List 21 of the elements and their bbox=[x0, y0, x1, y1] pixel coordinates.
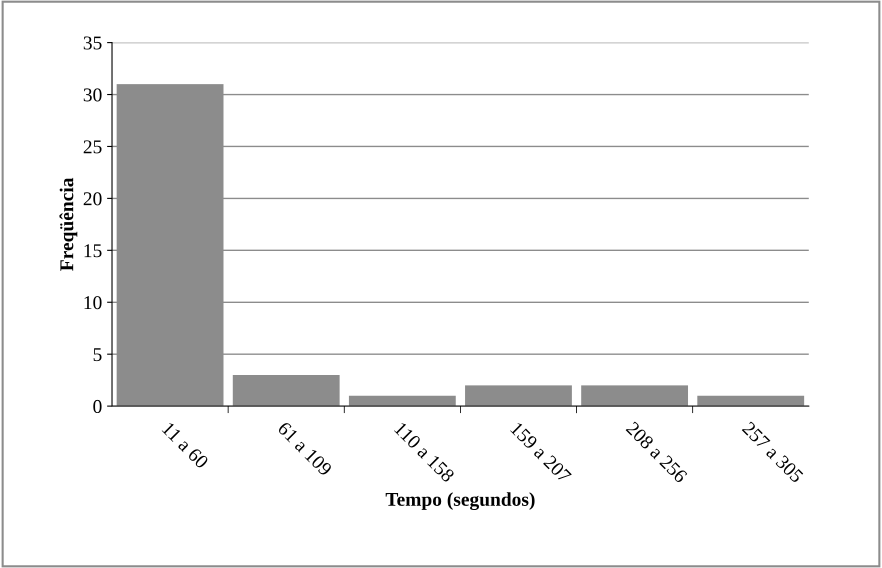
y-tick-label: 5 bbox=[94, 348, 102, 362]
x-tick-label: 257 a 305 bbox=[742, 421, 804, 484]
y-tick-label: 35 bbox=[84, 36, 102, 50]
x-tick-label: 159 a 207 bbox=[510, 422, 572, 484]
x-tick-label: 208 a 256 bbox=[626, 421, 688, 484]
bar bbox=[581, 385, 688, 406]
y-tick-label: 0 bbox=[93, 400, 102, 414]
y-tick-label: 15 bbox=[84, 244, 102, 258]
y-tick-label: 10 bbox=[84, 296, 102, 310]
y-tick-label: 25 bbox=[84, 140, 102, 154]
y-axis-title: Freqüência bbox=[59, 178, 78, 271]
bar bbox=[232, 374, 340, 406]
bar bbox=[348, 396, 456, 406]
y-tick-label: 30 bbox=[84, 88, 102, 102]
y-tick-label: 20 bbox=[84, 192, 102, 206]
x-axis-title: Tempo (segundos) bbox=[386, 492, 535, 510]
x-tick-label: 61 a 109 bbox=[277, 420, 333, 476]
x-tick-label: 11 a 60 bbox=[162, 422, 210, 470]
bar bbox=[465, 385, 572, 406]
x-tick-label: 110 a 158 bbox=[394, 422, 456, 483]
bar bbox=[697, 396, 804, 406]
